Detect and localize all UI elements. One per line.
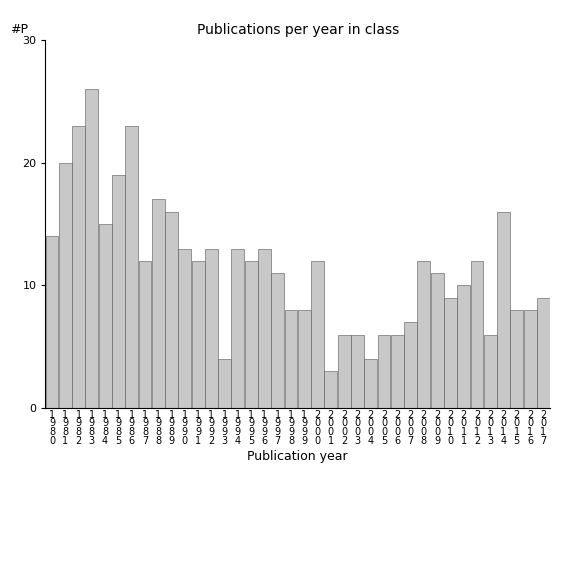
Bar <box>378 335 391 408</box>
Bar <box>524 310 536 408</box>
Bar <box>138 261 151 408</box>
Bar <box>258 248 271 408</box>
Bar <box>298 310 311 408</box>
Bar <box>497 211 510 408</box>
Bar <box>45 236 58 408</box>
Bar <box>457 285 470 408</box>
Bar <box>165 211 178 408</box>
Bar <box>338 335 350 408</box>
Bar <box>112 175 125 408</box>
Bar <box>86 89 98 408</box>
Bar <box>245 261 257 408</box>
Bar <box>311 261 324 408</box>
Bar <box>231 248 244 408</box>
Bar <box>364 359 377 408</box>
Bar <box>59 163 71 408</box>
X-axis label: Publication year: Publication year <box>247 450 348 463</box>
Bar <box>218 359 231 408</box>
Bar <box>192 261 205 408</box>
Bar <box>484 335 497 408</box>
Bar <box>179 248 191 408</box>
Bar <box>205 248 218 408</box>
Bar <box>471 261 484 408</box>
Bar <box>99 224 112 408</box>
Text: #P: #P <box>10 23 28 36</box>
Bar <box>417 261 430 408</box>
Bar <box>72 126 85 408</box>
Bar <box>431 273 443 408</box>
Bar <box>537 298 550 408</box>
Bar <box>404 322 417 408</box>
Bar <box>391 335 404 408</box>
Bar <box>510 310 523 408</box>
Bar <box>125 126 138 408</box>
Bar <box>324 371 337 408</box>
Title: Publications per year in class: Publications per year in class <box>197 23 399 37</box>
Bar <box>272 273 284 408</box>
Bar <box>285 310 298 408</box>
Bar <box>351 335 364 408</box>
Bar <box>152 200 164 408</box>
Bar <box>444 298 457 408</box>
